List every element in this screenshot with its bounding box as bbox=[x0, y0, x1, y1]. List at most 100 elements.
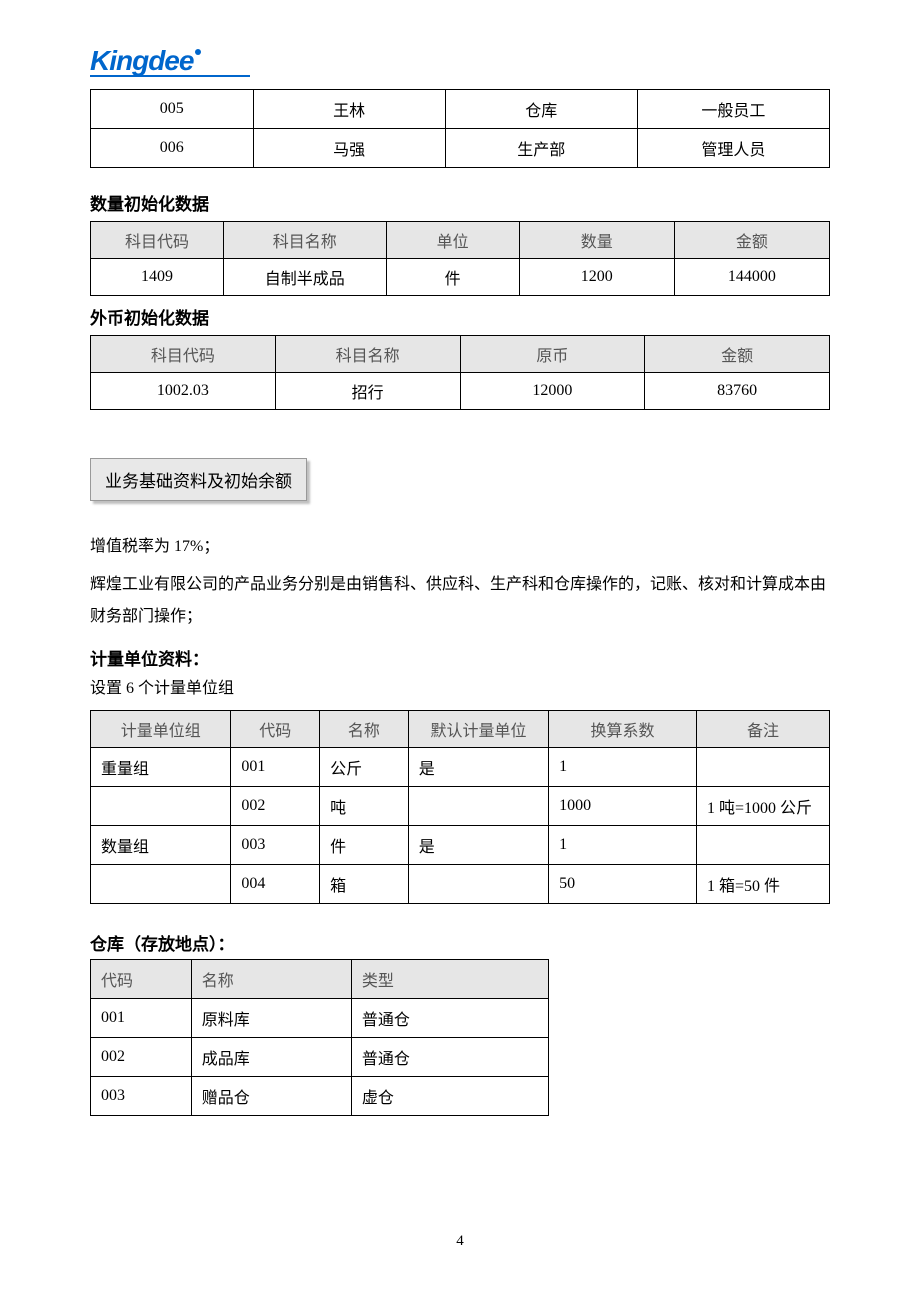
cell-note bbox=[696, 748, 829, 787]
unit-table: 计量单位组 代码 名称 默认计量单位 换算系数 备注 重量组 001 公斤 是 … bbox=[90, 710, 830, 904]
table-row: 002 成品库 普通仓 bbox=[91, 1038, 549, 1077]
table-header-row: 代码 名称 类型 bbox=[91, 960, 549, 999]
unit-section-title: 计量单位资料： bbox=[90, 645, 830, 670]
warehouse-table: 代码 名称 类型 001 原料库 普通仓 002 成品库 普通仓 003 赠品仓… bbox=[90, 959, 549, 1116]
table-row: 005 王林 仓库 一般员工 bbox=[91, 90, 830, 129]
page-number: 4 bbox=[0, 1233, 920, 1250]
cell-default bbox=[408, 787, 548, 826]
table-row: 重量组 001 公斤 是 1 bbox=[91, 748, 830, 787]
table-row: 006 马强 生产部 管理人员 bbox=[91, 129, 830, 168]
cell-note: 1 吨=1000 公斤 bbox=[696, 787, 829, 826]
cell-group: 数量组 bbox=[91, 826, 231, 865]
cell-group: 重量组 bbox=[91, 748, 231, 787]
col-header: 计量单位组 bbox=[91, 711, 231, 748]
cell-name: 吨 bbox=[320, 787, 409, 826]
col-header: 金额 bbox=[645, 336, 830, 373]
cell-code: 002 bbox=[91, 1038, 192, 1077]
table-row: 1002.03 招行 12000 83760 bbox=[91, 373, 830, 410]
col-header: 科目代码 bbox=[91, 222, 224, 259]
cell-type: 虚仓 bbox=[351, 1077, 548, 1116]
cell-type: 普通仓 bbox=[351, 1038, 548, 1077]
table-row: 002 吨 1000 1 吨=1000 公斤 bbox=[91, 787, 830, 826]
cell-code: 003 bbox=[231, 826, 320, 865]
cell-amount: 144000 bbox=[674, 259, 829, 296]
warehouse-section-title: 仓库（存放地点）： bbox=[90, 930, 830, 955]
cell-name: 原料库 bbox=[191, 999, 351, 1038]
emp-role: 管理人员 bbox=[637, 129, 829, 168]
cell-name: 件 bbox=[320, 826, 409, 865]
cell-orig: 12000 bbox=[460, 373, 645, 410]
col-header: 科目名称 bbox=[275, 336, 460, 373]
cell-group bbox=[91, 787, 231, 826]
emp-role: 一般员工 bbox=[637, 90, 829, 129]
cell-code: 002 bbox=[231, 787, 320, 826]
body-paragraph: 辉煌工业有限公司的产品业务分别是由销售科、供应科、生产科和仓库操作的，记账、核对… bbox=[90, 569, 830, 633]
cell-group bbox=[91, 865, 231, 904]
fx-init-title: 外币初始化数据 bbox=[90, 304, 830, 329]
col-header: 默认计量单位 bbox=[408, 711, 548, 748]
cell-code: 001 bbox=[231, 748, 320, 787]
col-header: 代码 bbox=[231, 711, 320, 748]
cell-name: 成品库 bbox=[191, 1038, 351, 1077]
emp-dept: 仓库 bbox=[445, 90, 637, 129]
table-row: 003 赠品仓 虚仓 bbox=[91, 1077, 549, 1116]
col-header: 科目名称 bbox=[224, 222, 387, 259]
cell-default: 是 bbox=[408, 826, 548, 865]
employee-table: 005 王林 仓库 一般员工 006 马强 生产部 管理人员 bbox=[90, 89, 830, 168]
col-header: 单位 bbox=[386, 222, 519, 259]
cell-qty: 1200 bbox=[519, 259, 674, 296]
cell-amount: 83760 bbox=[645, 373, 830, 410]
kingdee-logo: Kingdee bbox=[90, 45, 830, 77]
cell-name: 箱 bbox=[320, 865, 409, 904]
cell-name: 招行 bbox=[275, 373, 460, 410]
emp-dept: 生产部 bbox=[445, 129, 637, 168]
col-header: 代码 bbox=[91, 960, 192, 999]
cell-note bbox=[696, 826, 829, 865]
cell-code: 003 bbox=[91, 1077, 192, 1116]
table-header-row: 科目代码 科目名称 单位 数量 金额 bbox=[91, 222, 830, 259]
cell-default bbox=[408, 865, 548, 904]
table-row: 1409 自制半成品 件 1200 144000 bbox=[91, 259, 830, 296]
col-header: 名称 bbox=[320, 711, 409, 748]
col-header: 原币 bbox=[460, 336, 645, 373]
emp-name: 王林 bbox=[253, 90, 445, 129]
cell-name: 赠品仓 bbox=[191, 1077, 351, 1116]
cell-code: 001 bbox=[91, 999, 192, 1038]
callout-text: 业务基础资料及初始余额 bbox=[105, 472, 292, 491]
table-row: 数量组 003 件 是 1 bbox=[91, 826, 830, 865]
unit-section-subtitle: 设置 6 个计量单位组 bbox=[90, 674, 830, 704]
cell-name: 公斤 bbox=[320, 748, 409, 787]
cell-default: 是 bbox=[408, 748, 548, 787]
table-header-row: 科目代码 科目名称 原币 金额 bbox=[91, 336, 830, 373]
cell-code: 004 bbox=[231, 865, 320, 904]
cell-note: 1 箱=50 件 bbox=[696, 865, 829, 904]
emp-code: 006 bbox=[91, 129, 254, 168]
cell-factor: 1000 bbox=[549, 787, 697, 826]
cell-factor: 1 bbox=[549, 826, 697, 865]
col-header: 名称 bbox=[191, 960, 351, 999]
col-header: 类型 bbox=[351, 960, 548, 999]
cell-unit: 件 bbox=[386, 259, 519, 296]
qty-init-title: 数量初始化数据 bbox=[90, 190, 830, 215]
logo-text: Kingdee bbox=[90, 45, 193, 76]
emp-name: 马强 bbox=[253, 129, 445, 168]
col-header: 数量 bbox=[519, 222, 674, 259]
cell-code: 1409 bbox=[91, 259, 224, 296]
col-header: 金额 bbox=[674, 222, 829, 259]
col-header: 换算系数 bbox=[549, 711, 697, 748]
cell-code: 1002.03 bbox=[91, 373, 276, 410]
col-header: 科目代码 bbox=[91, 336, 276, 373]
col-header: 备注 bbox=[696, 711, 829, 748]
cell-factor: 1 bbox=[549, 748, 697, 787]
logo-dot-icon bbox=[195, 49, 201, 55]
callout-box: 业务基础资料及初始余额 bbox=[90, 458, 307, 501]
body-paragraph: 增值税率为 17%； bbox=[90, 531, 830, 563]
qty-init-table: 科目代码 科目名称 单位 数量 金额 1409 自制半成品 件 1200 144… bbox=[90, 221, 830, 296]
table-row: 004 箱 50 1 箱=50 件 bbox=[91, 865, 830, 904]
cell-factor: 50 bbox=[549, 865, 697, 904]
cell-type: 普通仓 bbox=[351, 999, 548, 1038]
table-row: 001 原料库 普通仓 bbox=[91, 999, 549, 1038]
cell-name: 自制半成品 bbox=[224, 259, 387, 296]
fx-init-table: 科目代码 科目名称 原币 金额 1002.03 招行 12000 83760 bbox=[90, 335, 830, 410]
table-header-row: 计量单位组 代码 名称 默认计量单位 换算系数 备注 bbox=[91, 711, 830, 748]
